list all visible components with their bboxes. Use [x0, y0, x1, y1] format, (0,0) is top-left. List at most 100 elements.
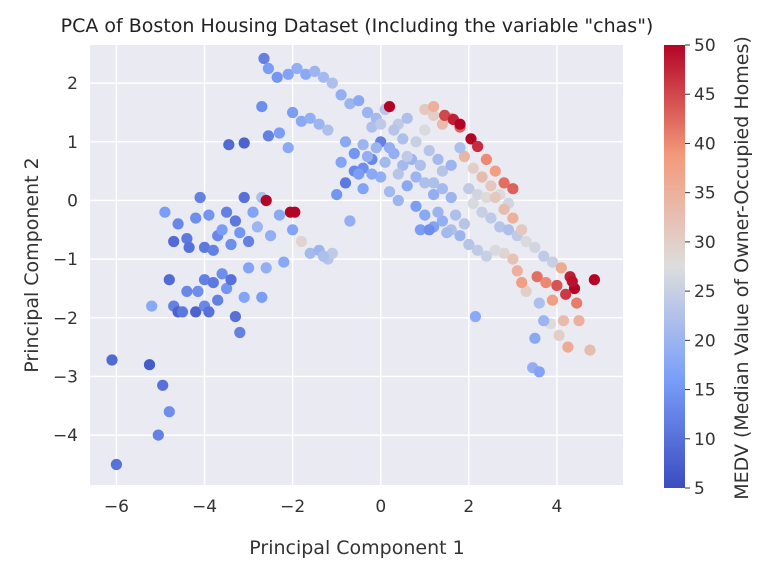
data-point [225, 274, 237, 286]
data-point [357, 183, 369, 195]
data-point [419, 124, 431, 136]
data-point [331, 189, 343, 201]
data-point [370, 142, 382, 154]
data-point [463, 238, 475, 251]
data-point [454, 230, 466, 242]
colorbar-tick-label: 40 [694, 134, 716, 154]
y-tick-label: −3 [53, 367, 78, 387]
data-point [485, 212, 497, 224]
data-point [383, 186, 396, 198]
data-point [445, 159, 457, 171]
data-point [168, 235, 180, 248]
data-point [159, 206, 171, 218]
data-point [428, 109, 440, 121]
data-point [339, 136, 352, 148]
x-tick-labels: −6 −4 −2 0 2 4 [104, 497, 562, 517]
data-point [366, 121, 378, 133]
data-point [476, 206, 488, 218]
data-point [260, 194, 272, 207]
data-point [190, 212, 202, 224]
data-point [181, 285, 193, 297]
data-point [436, 183, 448, 195]
data-point [555, 262, 567, 274]
data-point [538, 250, 550, 262]
data-point [238, 291, 250, 303]
colorbar-tick-label: 45 [694, 85, 716, 105]
data-point [361, 106, 374, 119]
data-point [238, 137, 250, 149]
data-point [419, 209, 431, 221]
data-point [401, 180, 413, 192]
data-point [234, 326, 246, 339]
data-point [198, 241, 211, 253]
data-point [472, 244, 484, 256]
data-point [260, 262, 272, 274]
data-points [106, 52, 601, 471]
data-point [432, 206, 444, 218]
data-point [397, 159, 409, 171]
data-point [375, 171, 387, 183]
data-point [243, 235, 255, 248]
data-point [507, 253, 519, 265]
data-point [454, 142, 466, 154]
data-point [203, 306, 215, 318]
data-point [489, 191, 501, 204]
data-point [335, 89, 347, 101]
data-point [489, 244, 501, 256]
data-point [262, 62, 274, 75]
data-point [480, 153, 492, 165]
data-point [326, 247, 338, 259]
colorbar-tick-label: 5 [694, 479, 705, 499]
data-point [375, 118, 387, 130]
data-point [251, 221, 263, 233]
data-point [480, 250, 492, 262]
data-point [243, 262, 255, 274]
data-point [472, 140, 484, 153]
data-point [445, 191, 457, 204]
data-point [344, 215, 356, 227]
data-point [353, 95, 365, 107]
data-point [419, 177, 431, 189]
data-point [176, 306, 189, 318]
data-point [353, 168, 365, 180]
data-point [428, 177, 440, 189]
plot-area [90, 45, 623, 485]
data-point [502, 224, 515, 236]
colorbar-tick-label: 35 [694, 184, 716, 204]
data-point [225, 238, 237, 251]
data-point [507, 212, 519, 224]
data-point [573, 315, 585, 327]
y-tick-label: −4 [53, 426, 78, 446]
y-tick-label: 0 [67, 191, 78, 211]
data-point [183, 241, 195, 253]
data-point [529, 332, 541, 344]
data-point [146, 300, 158, 312]
data-point [216, 268, 228, 280]
data-point [516, 277, 528, 289]
data-point [441, 227, 453, 239]
y-axis-label: Principal Component 2 [21, 157, 43, 372]
data-point [557, 315, 570, 327]
data-point [106, 354, 118, 366]
data-point [414, 159, 426, 171]
data-point [313, 118, 325, 130]
data-point [458, 150, 470, 163]
data-point [397, 133, 409, 145]
data-point [546, 294, 559, 306]
data-point [571, 297, 583, 309]
data-point [566, 275, 578, 287]
data-point [531, 271, 543, 283]
colorbar-tick-label: 50 [694, 36, 716, 56]
data-point [410, 200, 422, 212]
data-point [498, 203, 510, 215]
data-point [436, 118, 448, 130]
data-point [295, 115, 307, 127]
y-tick-label: 2 [67, 74, 78, 94]
data-point [436, 165, 448, 177]
x-tick-label: 4 [552, 497, 563, 517]
data-point [265, 230, 277, 242]
data-point [562, 341, 574, 353]
colorbar-tick-label: 25 [694, 282, 716, 302]
x-axis-label: Principal Component 1 [249, 537, 464, 559]
